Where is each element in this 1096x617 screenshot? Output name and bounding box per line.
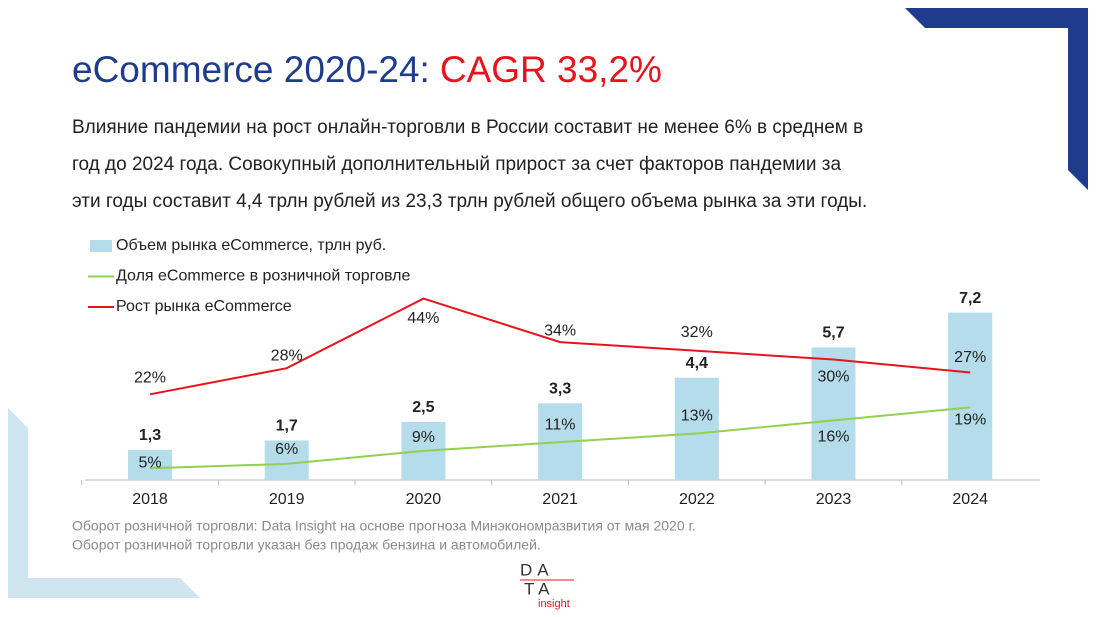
bar-value-label: 2,5 [412, 399, 434, 416]
bar-value-label: 1,3 [139, 427, 161, 444]
line-value-label: 30% [817, 369, 849, 386]
x-tick-label: 2024 [952, 491, 988, 508]
legend-swatch [90, 240, 112, 252]
bar-value-label: 5,7 [822, 325, 844, 342]
bar [674, 377, 719, 480]
corner-decoration [8, 408, 200, 598]
logo-text: insight [538, 598, 570, 610]
subtitle-line: эти годы составит 4,4 трлн рублей из 23,… [72, 191, 867, 212]
title: eCommerce 2020-24: CAGR 33,2% [72, 49, 662, 90]
line-value-label: 13% [681, 408, 713, 425]
footnote: Оборот розничной торговли указан без про… [72, 537, 541, 553]
subtitle-line: год до 2024 года. Совокупный дополнитель… [72, 154, 842, 175]
line [149, 406, 971, 470]
line-value-label: 34% [544, 322, 576, 339]
line-value-label: 22% [134, 370, 166, 387]
bar-value-label: 4,4 [686, 355, 708, 372]
title-highlight: CAGR 33,2% [440, 49, 662, 90]
line-value-label: 28% [271, 347, 303, 364]
line-value-label: 27% [954, 349, 986, 366]
bar [128, 449, 172, 480]
bar [811, 347, 856, 480]
line-value-label: 9% [412, 429, 435, 446]
x-tick-label: 2018 [132, 491, 168, 508]
bar [948, 312, 993, 480]
line [149, 297, 971, 396]
bar-value-label: 3,3 [549, 380, 571, 397]
line-value-label: 16% [817, 429, 849, 446]
x-tick-label: 2023 [816, 491, 852, 508]
line-value-label: 11% [545, 416, 576, 433]
line-value-label: 5% [138, 454, 161, 471]
footnote: Оборот розничной торговли: Data Insight … [72, 518, 696, 534]
line-value-label: 32% [681, 324, 713, 341]
logo-text: TA [524, 579, 554, 598]
x-tick-label: 2022 [679, 491, 715, 508]
bar [264, 440, 309, 480]
subtitle-line: Влияние пандемии на рост онлайн-торговли… [72, 117, 863, 138]
logo-text: DA [520, 560, 554, 579]
legend-label: Объем рынка eCommerce, трлн руб. [116, 237, 386, 254]
bar-value-label: 7,2 [959, 290, 981, 307]
x-tick-label: 2020 [406, 491, 442, 508]
line-value-label: 19% [954, 412, 986, 429]
x-tick-label: 2021 [542, 491, 578, 508]
line-value-label: 44% [407, 310, 439, 327]
line-value-label: 6% [275, 441, 298, 458]
corner-decoration [905, 8, 1088, 190]
x-tick-label: 2019 [269, 491, 305, 508]
legend-label: Доля eCommerce в розничной торговле [116, 268, 411, 285]
legend-label: Рост рынка eCommerce [116, 298, 292, 315]
title-main: eCommerce 2020-24: [72, 49, 430, 90]
bar-value-label: 1,7 [276, 418, 298, 435]
